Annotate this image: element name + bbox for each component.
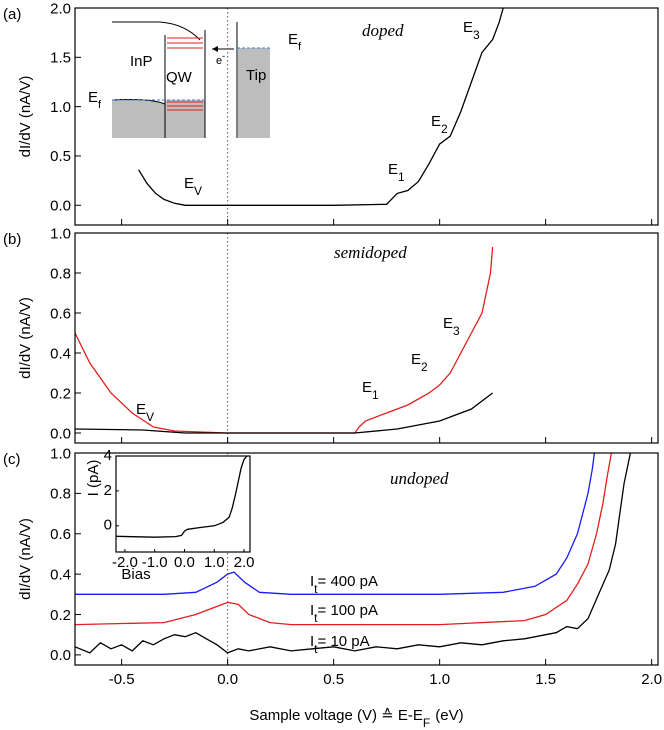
x-tick-label: 1.5	[535, 671, 556, 688]
x-tick-label: 0.5	[323, 671, 344, 688]
y-tick-label: 0	[104, 517, 112, 534]
subbands	[167, 37, 203, 111]
legend-entry: It= 100 pA	[310, 602, 378, 625]
y-tick-label: 0.0	[50, 425, 71, 442]
y-tick-label: 0.5	[50, 148, 71, 165]
fill	[112, 99, 165, 138]
data-line	[75, 452, 596, 595]
legend-main: I	[310, 602, 314, 619]
y-tick-label: 2.0	[50, 0, 71, 17]
band-schematic: InP QW Tip e- Ef Ef	[88, 21, 302, 138]
y-tick-label: 1.0	[50, 99, 71, 116]
fermi-label: Ef	[88, 89, 102, 111]
annotations: EV E1 E2 E3	[136, 315, 460, 424]
annotation: E2	[411, 351, 428, 374]
y-tick-label: 2	[104, 482, 112, 499]
annotation: E1	[362, 379, 379, 402]
y-axis-title: dI/dV (nA/V)	[17, 518, 34, 600]
data-line	[74, 452, 613, 626]
annotation: E3	[463, 19, 480, 42]
y-tick-label: 0.2	[50, 385, 71, 402]
data-line	[138, 7, 504, 206]
x-tick-label: 2.0	[641, 671, 662, 688]
legend-sub: t	[314, 582, 318, 596]
y-axis-title: dI/dV (nA/V)	[17, 297, 34, 379]
y-tick-label: 4	[104, 447, 112, 464]
band-edge	[112, 21, 201, 41]
x-tick-label: 1.0	[429, 671, 450, 688]
x-tick-label: 1.0	[204, 554, 225, 571]
x-tick-label: -2.0	[112, 554, 138, 571]
legend-main: I	[310, 633, 314, 650]
y-tick-label: 0.0	[50, 198, 71, 215]
electron-label: e-	[216, 51, 225, 67]
annotation: E2	[431, 113, 448, 136]
annotation: EV	[184, 175, 202, 198]
y-tick-label: 0.2	[50, 607, 71, 624]
panel-label: undoped	[390, 469, 449, 488]
panel-letter: (b)	[3, 231, 21, 248]
qw-label: QW	[166, 69, 193, 86]
y-tick-label: 0.6	[50, 305, 71, 322]
arrow-head	[212, 46, 218, 52]
annotation: E3	[443, 315, 460, 338]
y-tick-label: 0.4	[50, 566, 71, 583]
y-tick-label: 1.5	[50, 50, 71, 67]
panel-label: semidoped	[334, 243, 407, 262]
plot-frame	[115, 455, 251, 553]
y-tick-label: 1.0	[50, 225, 71, 242]
plot-frame	[74, 7, 659, 226]
x-tick-label: -1.0	[142, 554, 168, 571]
x-axis-title: Bias	[121, 566, 150, 583]
legend-end: = 10 pA	[318, 633, 370, 650]
y-tick-label: 0.4	[50, 345, 71, 362]
legend-sub: t	[314, 642, 318, 656]
x-axis-title-main: Sample voltage (V) ≙ E-E	[249, 707, 422, 724]
annotation: E1	[388, 161, 405, 184]
data-line	[74, 246, 494, 434]
legend-sub: t	[314, 611, 318, 625]
x-tick-label: 0.0	[174, 554, 195, 571]
legend-end: = 100 pA	[318, 602, 378, 619]
legend-entry: It= 400 pA	[310, 573, 378, 596]
legend-end: = 400 pA	[318, 573, 378, 590]
tip-label: Tip	[246, 67, 266, 84]
x-tick-label: -0.5	[109, 671, 135, 688]
y-tick-label: 0.8	[50, 486, 71, 503]
inp-label: InP	[130, 53, 153, 70]
inset-background	[116, 456, 250, 552]
x-axis-title: Sample voltage (V) ≙ E-EF (eV)	[249, 707, 463, 730]
fermi-label: Ef	[288, 31, 302, 53]
y-tick-label: 1.0	[50, 445, 71, 462]
data-line	[74, 452, 632, 654]
data-line	[115, 455, 248, 538]
tip-fill	[238, 48, 270, 138]
legend-entry: It= 10 pA	[310, 633, 370, 656]
panel-letter: (c)	[3, 451, 21, 468]
panel-letter: (a)	[3, 6, 21, 23]
y-tick-label: 0.0	[50, 647, 71, 664]
plot-frame	[74, 452, 659, 666]
y-tick-label: 0.8	[50, 265, 71, 282]
legend-main: I	[310, 573, 314, 590]
x-tick-label: 2.0	[234, 554, 255, 571]
y-tick-label: 0.6	[50, 526, 71, 543]
x-axis-title-sub: F	[423, 716, 430, 730]
y-axis-title: I (pA)	[85, 460, 102, 497]
y-axis-title: dI/dV (nA/V)	[17, 76, 34, 158]
data-line	[74, 392, 493, 434]
panel-label: doped	[362, 21, 404, 40]
plot-frame	[74, 232, 659, 444]
x-tick-label: 0.0	[217, 671, 238, 688]
x-axis-title-end: (eV)	[435, 707, 463, 724]
annotation: EV	[136, 401, 154, 424]
